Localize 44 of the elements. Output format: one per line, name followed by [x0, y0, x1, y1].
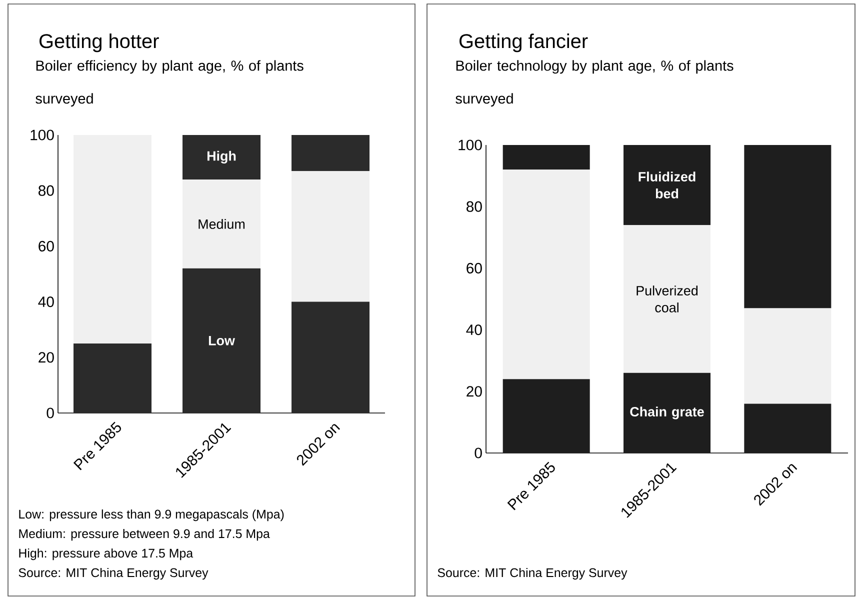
bar [292, 302, 370, 413]
y-tick-label: 100 [458, 140, 482, 150]
bar [502, 379, 590, 453]
source-note: Source: MIT China Energy Survey [18, 568, 208, 580]
y-tick-label: 60 [466, 262, 482, 274]
text: Boiler technology by plant age, % of plants surveyed [456, 60, 734, 107]
bar [292, 171, 370, 302]
y-tick-label: 0 [46, 408, 54, 418]
bar [182, 134, 261, 180]
y-tick-label: 80 [466, 201, 482, 212]
y-tick-label: 20 [38, 352, 54, 363]
y-tick-label: 60 [38, 240, 54, 252]
bar [624, 372, 711, 453]
y-tick-label: 80 [38, 185, 54, 196]
text: High: pressure above 17.5 Mpa [19, 548, 194, 560]
bar [74, 343, 152, 413]
bar [744, 308, 832, 404]
series-label: Medium [198, 219, 245, 229]
chart-title: Getting hotter [40, 34, 159, 52]
series-label: Pulverized coal [636, 286, 698, 312]
text: Low: pressure less than 9.9 megapascals (Mpa) [19, 509, 284, 522]
bar [182, 179, 261, 268]
text: Medium: pressure between 9.9 and 17.5 Mpa [19, 528, 270, 541]
y-tick-label: 0 [474, 448, 482, 458]
y-tick-label: 40 [38, 296, 54, 308]
bar [292, 134, 370, 172]
bar [74, 134, 152, 344]
source-note: Source: MIT China Energy Survey [438, 568, 628, 580]
bar [624, 225, 711, 373]
series-label: High [207, 150, 236, 164]
y-tick-label: 20 [466, 386, 482, 397]
y-tick-label: 100 [30, 130, 54, 140]
y-tick-label: 40 [466, 324, 482, 336]
series-label: Chain grate [630, 406, 704, 420]
chart-title: Getting fancier [460, 34, 588, 52]
bar [624, 144, 711, 226]
series-label: Low [208, 336, 235, 346]
bar [744, 404, 832, 453]
bar [502, 144, 590, 170]
bar [502, 170, 590, 380]
bar [182, 268, 261, 413]
text: Boiler efficiency by plant age, % of plants surveyed [36, 60, 304, 107]
bar [744, 144, 832, 308]
series-label: Fluidized bed [638, 172, 696, 198]
